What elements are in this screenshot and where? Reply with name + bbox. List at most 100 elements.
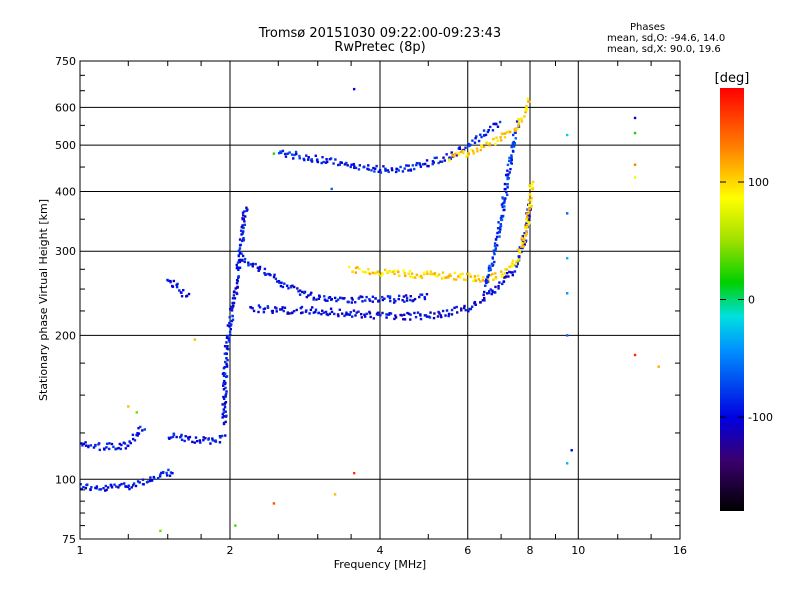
- echo-point: [469, 275, 472, 278]
- echo-point: [657, 365, 660, 368]
- echo-point: [429, 270, 433, 273]
- echo-point: [162, 470, 165, 474]
- echo-point: [80, 442, 83, 445]
- echo-point: [376, 270, 380, 273]
- echo-point: [170, 436, 173, 439]
- echo-point: [402, 269, 405, 272]
- echo-point: [105, 488, 108, 492]
- echo-point: [520, 241, 524, 245]
- echo-point: [494, 247, 498, 250]
- echo-point: [476, 150, 479, 153]
- echo-point: [325, 158, 328, 161]
- echo-point: [422, 163, 425, 166]
- echo-point: [277, 279, 281, 283]
- echo-point: [397, 270, 400, 274]
- echo-point: [300, 305, 304, 309]
- echo-point: [243, 260, 246, 264]
- echo-point: [436, 275, 439, 278]
- echo-point: [296, 287, 299, 290]
- echo-point: [422, 271, 426, 275]
- echo-point: [298, 293, 302, 296]
- echo-point: [440, 277, 444, 280]
- echo-point: [107, 447, 111, 451]
- echo-point: [241, 211, 245, 214]
- echo-point: [103, 448, 106, 451]
- echo-point: [517, 259, 520, 262]
- echo-point: [353, 166, 356, 170]
- echo-point: [241, 232, 244, 235]
- echo-point: [236, 261, 240, 264]
- echo-point: [82, 485, 85, 489]
- echo-point: [462, 278, 466, 281]
- echo-point: [565, 133, 569, 137]
- echo-point: [136, 434, 139, 437]
- echo-point: [312, 311, 315, 314]
- echo-point: [503, 187, 507, 191]
- echo-point: [527, 218, 531, 221]
- echo-point: [519, 246, 523, 250]
- echo-point: [452, 278, 456, 281]
- echo-point: [496, 125, 500, 128]
- echo-point: [315, 298, 318, 301]
- echo-point: [501, 282, 504, 286]
- echo-point: [526, 216, 529, 219]
- y-tick-label: 75: [62, 533, 76, 546]
- echo-point: [237, 266, 240, 270]
- x-tick-label: 2: [227, 544, 234, 557]
- echo-point: [311, 306, 314, 309]
- echo-point: [386, 169, 390, 172]
- echo-point: [309, 293, 312, 296]
- echo-point: [523, 240, 527, 244]
- echo-point: [371, 300, 374, 303]
- echo-point: [510, 158, 513, 161]
- echo-point: [141, 429, 144, 432]
- echo-point: [279, 308, 282, 311]
- echo-point: [488, 125, 492, 129]
- echo-point: [97, 443, 100, 446]
- echo-point: [182, 288, 185, 292]
- echo-point: [409, 298, 412, 302]
- echo-point: [169, 279, 172, 283]
- echo-point: [193, 441, 196, 444]
- echo-point: [500, 203, 504, 206]
- echo-point: [224, 392, 228, 396]
- echo-point: [258, 267, 261, 271]
- echo-point: [445, 153, 448, 156]
- echo-point: [425, 293, 429, 296]
- echo-point: [243, 257, 247, 261]
- echo-point: [374, 271, 378, 274]
- echo-point: [475, 147, 479, 150]
- echo-point: [309, 308, 313, 312]
- echo-point: [179, 291, 183, 294]
- echo-point: [305, 295, 309, 299]
- echo-point: [379, 314, 382, 317]
- echo-point: [513, 270, 517, 273]
- echo-point: [354, 271, 358, 274]
- echo-point: [404, 274, 407, 277]
- echo-point: [118, 484, 121, 487]
- echo-point: [371, 295, 375, 298]
- echo-point: [165, 474, 169, 477]
- echo-point: [314, 310, 317, 314]
- echo-point: [500, 270, 503, 273]
- echo-point: [531, 186, 535, 190]
- echo-point: [243, 223, 247, 226]
- echo-point: [397, 169, 401, 172]
- echo-point: [271, 311, 274, 315]
- echo-point: [321, 155, 324, 159]
- echo-point: [346, 313, 349, 316]
- echo-point: [221, 434, 224, 438]
- echo-point: [233, 290, 236, 293]
- echo-point: [393, 272, 396, 276]
- echo-point: [226, 358, 229, 362]
- echo-point: [441, 271, 445, 274]
- echo-point: [258, 265, 262, 269]
- stats-x-mode: mean, sd,X: 90.0, 19.6: [607, 44, 721, 55]
- echo-point: [321, 309, 324, 312]
- echo-point: [402, 317, 405, 321]
- echo-point: [501, 197, 505, 200]
- echo-point: [415, 273, 419, 277]
- echo-point: [420, 293, 424, 296]
- echo-point: [503, 182, 507, 186]
- echo-point: [349, 165, 352, 169]
